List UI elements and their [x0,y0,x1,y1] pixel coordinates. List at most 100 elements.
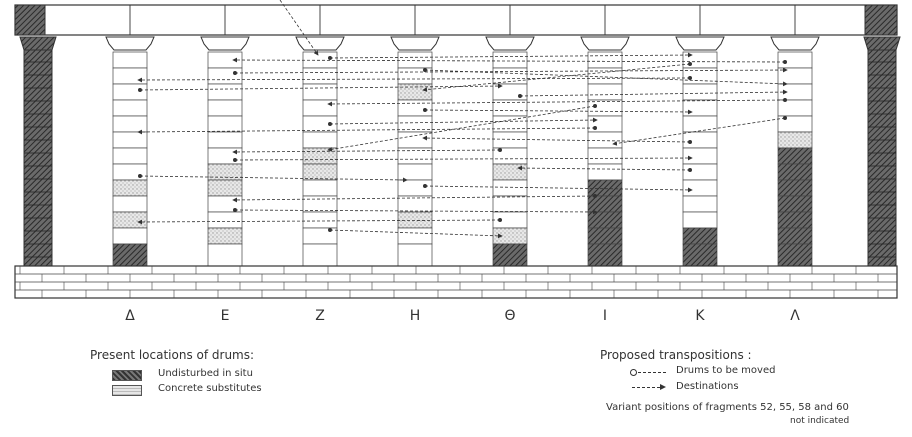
column-drum [777,211,813,229]
column-drum [397,163,433,181]
column-drum [492,115,528,133]
column-drum [492,195,528,213]
column-drum [587,99,623,117]
column-drum [112,51,148,69]
column-drum [587,163,623,181]
column-drum [207,67,243,85]
column-drum [302,147,338,165]
transposition-line [137,219,501,225]
drum-to-move-marker [423,108,427,112]
transposition-line [234,209,598,215]
column-letter-kappa: Κ [695,308,705,324]
column-drum [397,131,433,149]
drum-to-move-marker [688,168,692,172]
column-drum [112,211,148,229]
column-drum [777,147,813,165]
column-drum [112,147,148,165]
column-drum [587,147,623,165]
transposition-line [327,105,596,152]
transposition-line [327,99,786,107]
column-drum [302,163,338,181]
drum-to-move-marker [688,76,692,80]
drum-to-move-marker [328,122,332,126]
column-drum [682,195,718,213]
swatch-concrete [112,385,142,396]
column-drum [207,179,243,197]
transposition-line [422,135,691,143]
transposition-line [422,63,691,93]
column-kappa [675,36,725,267]
column-capital [105,36,155,51]
column-drum [112,131,148,149]
column-drum [682,147,718,165]
column-drum [207,51,243,69]
column-drum [682,227,718,245]
drum-to-move-marker [783,98,787,102]
column-drum [777,83,813,101]
column-drum [302,83,338,101]
transposition-line [137,127,596,135]
column-drum [777,99,813,117]
column-drum [302,179,338,197]
column-letter-eta: Η [409,308,421,324]
column-drum [112,99,148,117]
drum-to-move-marker [138,88,142,92]
legend-drums-moved-label: Drums to be moved [676,365,776,376]
column-drum [112,195,148,213]
legend-concrete-label: Concrete substitutes [158,383,262,394]
column-drum [397,51,433,69]
column-drum [302,195,338,213]
entablature [14,4,898,36]
column-drum [587,131,623,149]
column-drum [682,115,718,133]
column-drum [302,243,338,267]
drum-to-move-marker [423,68,427,72]
column-drum [207,227,243,245]
transposition-line [232,57,786,63]
transposition-line [232,195,596,203]
column-letter-zeta: Ζ [315,308,325,324]
swatch-undisturbed [112,370,142,381]
column-drum [492,83,528,101]
transposition-line [139,83,503,91]
legend-left-title: Present locations of drums: [90,348,255,362]
anta-left-capital [19,36,57,51]
drum-to-move-marker [593,126,597,130]
column-drum [682,51,718,69]
drum-to-move-marker [498,218,502,222]
column-drum [587,83,623,101]
column-drum [587,243,623,267]
transposition-line [517,165,691,171]
column-drum [682,163,718,181]
legend-destinations-label: Destinations [676,381,739,392]
transposition-line [232,149,501,155]
drum-to-move-marker [233,71,237,75]
column-drum [397,179,433,197]
column-drum [207,115,243,133]
column-epsilon [200,36,250,267]
column-capital [580,36,630,51]
column-drum [397,83,433,101]
drum-to-move-marker [328,228,332,232]
column-drum [682,211,718,229]
column-eta [390,36,440,267]
column-drum [112,243,148,267]
transposition-line [137,77,691,83]
drum-to-move-marker [593,104,597,108]
column-drum [492,179,528,197]
drum-to-move-marker [518,94,522,98]
column-drum [682,83,718,101]
column-letter-delta: Δ [125,308,135,324]
column-drum [682,243,718,267]
column-drum [492,227,528,245]
variant-note-line1: Variant positions of fragments 52, 55, 5… [606,402,849,413]
column-drum [112,67,148,85]
column-drum [207,211,243,229]
drum-to-move-marker [783,60,787,64]
legend-right-title: Proposed transpositions : [600,348,752,362]
anta-right-capital [863,36,901,51]
column-drum [112,163,148,181]
column-drum [302,211,338,229]
column-drum [777,243,813,267]
